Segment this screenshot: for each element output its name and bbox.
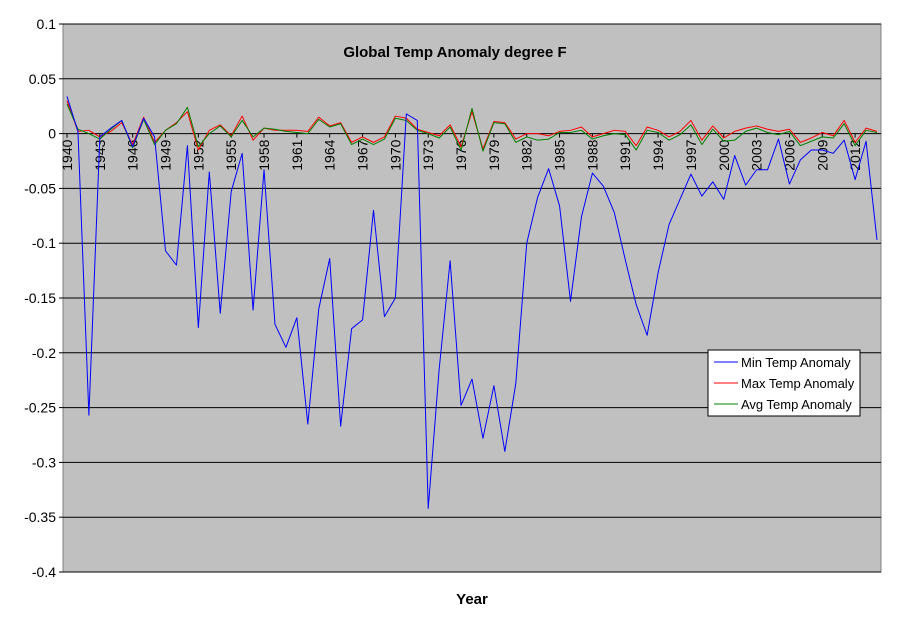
y-tick-label: -0.3 xyxy=(32,454,56,470)
y-tick-label: -0.1 xyxy=(32,235,56,251)
x-tick-label: 1946 xyxy=(125,139,141,170)
x-tick-label: 2012 xyxy=(847,139,863,170)
x-tick-label: 1964 xyxy=(322,139,338,170)
x-tick-label: 1973 xyxy=(420,139,436,170)
y-axis-tick-labels: 0.1 0.05 0 -0.05 -0.1 -0.15 -0.2 -0.25 -0.3 -0.35… xyxy=(24,16,56,580)
x-tick-label: 2006 xyxy=(781,139,797,170)
legend-label-min: Min Temp Anomaly xyxy=(741,355,851,370)
x-tick-label: 1949 xyxy=(158,139,174,170)
x-tick-label: 1976 xyxy=(453,139,469,170)
x-tick-label: 1997 xyxy=(683,139,699,170)
y-tick-label: -0.15 xyxy=(24,290,56,306)
x-tick-label: 1943 xyxy=(92,139,108,170)
x-tick-label: 1952 xyxy=(190,139,206,170)
x-tick-label: 1979 xyxy=(486,139,502,170)
series-line-avg xyxy=(66,103,878,152)
x-tick-label: 1940 xyxy=(59,139,75,170)
series-line-max xyxy=(66,100,878,151)
y-tick-label: -0.05 xyxy=(24,180,56,196)
legend-box xyxy=(707,349,861,417)
y-tick-label: -0.4 xyxy=(32,564,56,580)
y-tick-label: -0.2 xyxy=(32,345,56,361)
legend: Min Temp Anomaly Max Temp Anomaly Avg Te… xyxy=(707,349,861,417)
x-tick-label: 1985 xyxy=(552,139,568,170)
x-axis-title: Year xyxy=(456,591,488,608)
y-tick-label: -0.25 xyxy=(24,400,56,416)
y-tick-label: 0 xyxy=(48,126,56,142)
y-tick-label: 0.05 xyxy=(29,71,56,87)
legend-label-max: Max Temp Anomaly xyxy=(741,376,855,391)
x-tick-label: 1961 xyxy=(289,139,305,170)
x-tick-label: 1970 xyxy=(387,139,403,170)
x-tick-label: 2003 xyxy=(749,139,765,170)
x-tick-label: 2000 xyxy=(716,139,732,170)
series-line-min xyxy=(66,96,878,509)
legend-label-avg: Avg Temp Anomaly xyxy=(741,397,852,412)
x-tick-label: 1982 xyxy=(519,139,535,170)
x-tick-label: 2009 xyxy=(814,139,830,170)
x-tick-label: 1958 xyxy=(256,139,272,170)
y-tick-label: 0.1 xyxy=(37,16,57,32)
x-tick-label: 1967 xyxy=(355,139,371,170)
x-tick-label: 1994 xyxy=(650,139,666,170)
chart-title: Global Temp Anomaly degree F xyxy=(343,44,566,61)
y-tick-label: -0.35 xyxy=(24,509,56,525)
series-lines xyxy=(66,96,878,509)
x-tick-label: 1991 xyxy=(617,139,633,170)
x-tick-label: 1988 xyxy=(584,139,600,170)
x-axis-tick-labels: 1940 1943 1946 1949 1952 1955 1958 1961 1964 1967… xyxy=(59,133,863,171)
x-tick-label: 1955 xyxy=(223,139,239,170)
